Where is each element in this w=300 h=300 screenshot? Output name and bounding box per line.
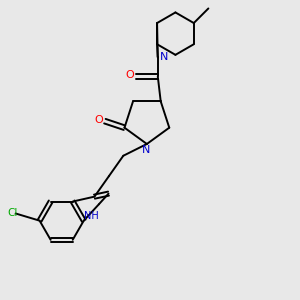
Text: N: N	[160, 52, 168, 62]
Text: O: O	[125, 70, 134, 80]
Text: O: O	[94, 115, 103, 125]
Text: NH: NH	[84, 211, 99, 221]
Text: Cl: Cl	[8, 208, 18, 218]
Text: N: N	[142, 146, 151, 155]
